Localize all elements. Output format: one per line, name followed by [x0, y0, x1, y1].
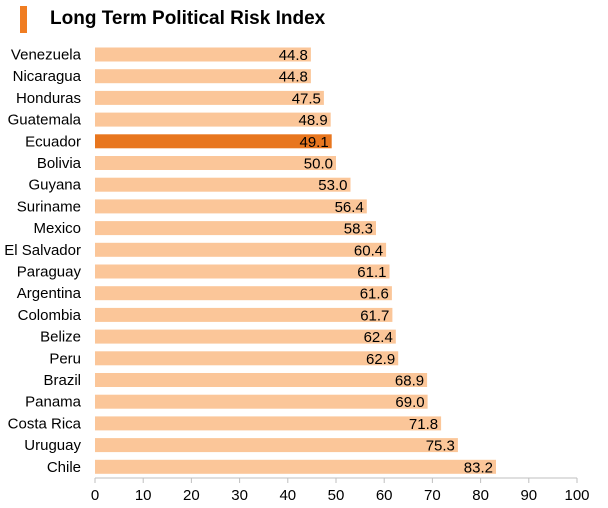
value-label-colombia: 61.7 [360, 307, 389, 324]
category-label-panama: Panama [25, 394, 82, 411]
category-label-brazil: Brazil [43, 372, 81, 389]
bar-honduras [95, 90, 324, 105]
value-label-peru: 62.9 [366, 351, 395, 368]
value-label-bolivia: 50.0 [304, 156, 333, 173]
bar-chile [95, 459, 496, 474]
bar-paraguay [95, 264, 390, 279]
title-accent-bar [20, 6, 27, 33]
category-label-ecuador: Ecuador [25, 133, 81, 150]
value-label-ecuador: 49.1 [299, 134, 328, 151]
bar-brazil [95, 373, 428, 387]
value-label-belize: 62.4 [364, 329, 393, 346]
bar-belize [95, 329, 396, 344]
value-label-suriname: 56.4 [335, 199, 364, 216]
value-label-brazil: 68.9 [395, 373, 424, 390]
bar-peru [95, 351, 399, 366]
bar-venezuela [95, 47, 311, 62]
category-label-colombia: Colombia [18, 307, 82, 324]
bars-group [95, 47, 496, 474]
category-label-belize: Belize [40, 329, 81, 346]
x-ticks-group: 0 10 20 30 40 50 60 70 80 90 100 [91, 478, 590, 504]
x-tick-label-20: 20 [183, 487, 200, 504]
x-tick-label-90: 90 [520, 487, 537, 504]
bar-nicaragua [95, 69, 311, 84]
category-label-uruguay: Uruguay [24, 437, 81, 454]
bar-uruguay [95, 438, 458, 453]
value-label-el-salvador: 60.4 [354, 242, 383, 259]
value-labels-group: 44.8 44.8 47.5 48.9 49.1 50.0 53.0 56.4 58.3 60.4… [279, 47, 493, 476]
x-tick-label-70: 70 [424, 487, 441, 504]
category-label-venezuela: Venezuela [11, 47, 82, 64]
category-label-chile: Chile [47, 459, 81, 476]
x-tick-label-10: 10 [135, 487, 152, 504]
value-label-nicaragua: 44.8 [279, 69, 308, 86]
value-label-venezuela: 44.8 [279, 47, 308, 64]
category-label-paraguay: Paraguay [17, 264, 82, 281]
value-label-panama: 69.0 [395, 394, 424, 411]
value-label-chile: 83.2 [464, 459, 493, 476]
chart-title: Long Term Political Risk Index [50, 8, 326, 29]
category-label-guatemala: Guatemala [8, 112, 82, 129]
category-label-bolivia: Bolivia [37, 155, 82, 172]
category-label-el-salvador: El Salvador [4, 242, 81, 259]
bar-guyana [95, 177, 351, 192]
value-label-paraguay: 61.1 [357, 264, 386, 281]
category-label-argentina: Argentina [17, 285, 82, 302]
x-tick-label-50: 50 [328, 487, 345, 504]
category-label-honduras: Honduras [16, 90, 81, 107]
x-tick-label-100: 100 [564, 487, 589, 504]
x-tick-label-40: 40 [279, 487, 296, 504]
category-label-mexico: Mexico [33, 220, 81, 237]
value-label-guatemala: 48.9 [298, 112, 327, 129]
value-label-honduras: 47.5 [292, 90, 321, 107]
value-label-mexico: 58.3 [344, 221, 373, 238]
category-label-suriname: Suriname [17, 198, 81, 215]
bar-ecuador [95, 134, 332, 149]
value-label-uruguay: 75.3 [426, 438, 455, 455]
category-label-costa-rica: Costa Rica [8, 415, 82, 432]
category-label-nicaragua: Nicaragua [13, 68, 82, 85]
bar-suriname [95, 199, 367, 214]
bar-bolivia [95, 156, 336, 170]
value-label-costa-rica: 71.8 [409, 416, 438, 433]
value-label-guyana: 53.0 [318, 177, 347, 194]
bar-guatemala [95, 112, 331, 127]
category-labels-group: Venezuela Nicaragua Honduras Guatemala Ecuad… [4, 47, 81, 476]
bar-colombia [95, 307, 393, 322]
x-tick-label-30: 30 [231, 487, 248, 504]
x-tick-label-0: 0 [91, 487, 99, 504]
bar-panama [95, 394, 428, 409]
category-label-guyana: Guyana [28, 177, 81, 194]
x-tick-label-80: 80 [472, 487, 489, 504]
category-label-peru: Peru [49, 350, 81, 367]
bar-costa-rica [95, 416, 442, 431]
x-tick-label-60: 60 [376, 487, 393, 504]
bar-argentina [95, 286, 392, 301]
value-label-argentina: 61.6 [360, 286, 389, 303]
bar-mexico [95, 221, 376, 236]
bar-el-salvador [95, 242, 387, 257]
